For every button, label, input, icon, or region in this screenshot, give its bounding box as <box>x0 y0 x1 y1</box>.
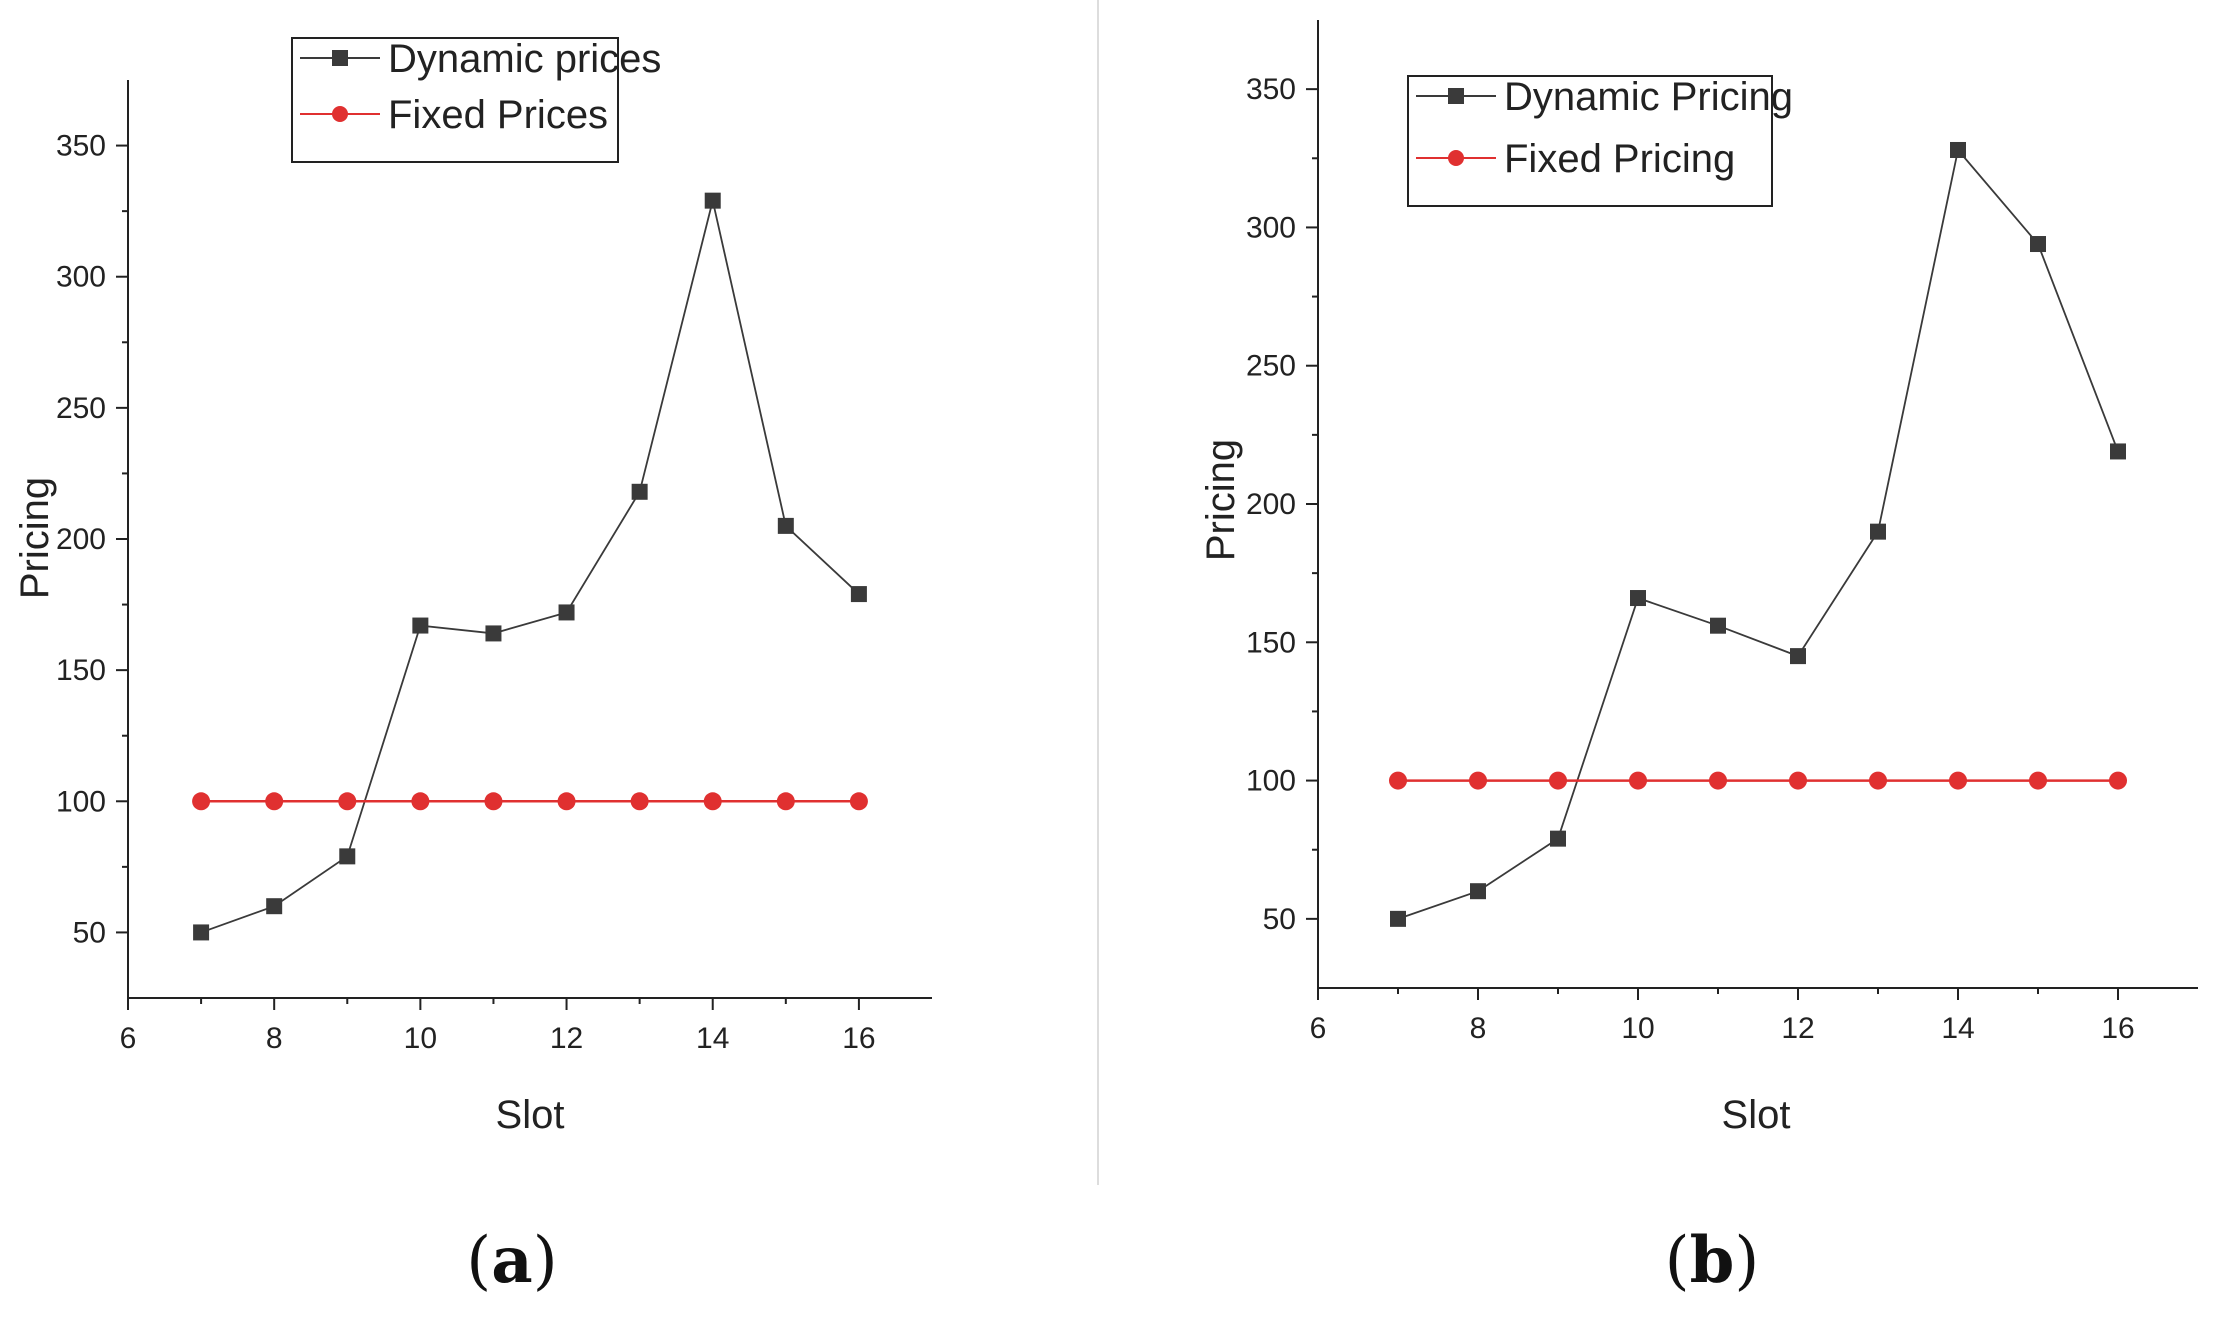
x-axis-title: Slot <box>496 1093 565 1137</box>
data-point-fixed <box>1549 771 1567 790</box>
x-axis-title: Slot <box>1722 1093 1791 1137</box>
panel-label-letter: a <box>491 1223 532 1298</box>
x-tick-label: 12 <box>1781 1012 1814 1045</box>
data-point-fixed <box>557 792 576 811</box>
data-point-dynamic <box>2030 236 2046 253</box>
data-point-dynamic <box>1470 883 1486 900</box>
y-tick-label: 300 <box>56 261 106 294</box>
y-tick-label: 100 <box>1246 765 1296 798</box>
panel-label: (a) <box>466 1223 557 1298</box>
x-tick-label: 16 <box>842 1022 875 1055</box>
y-axis-title: Pricing <box>1199 439 1243 561</box>
x-tick-label: 8 <box>266 1022 283 1055</box>
y-tick-label: 50 <box>73 916 106 949</box>
data-point-dynamic <box>412 617 429 634</box>
data-point-fixed <box>484 792 503 811</box>
data-point-fixed <box>1789 771 1807 790</box>
y-tick-label: 100 <box>56 785 106 818</box>
panel-label-close: ) <box>1734 1224 1759 1298</box>
legend-marker-dynamic <box>332 50 348 66</box>
data-point-fixed <box>2109 771 2127 790</box>
y-tick-label: 250 <box>1246 350 1296 383</box>
legend-label-dynamic: Dynamic prices <box>388 37 661 81</box>
data-point-fixed <box>411 792 430 811</box>
legend-label-fixed: Fixed Prices <box>388 93 608 137</box>
data-point-dynamic <box>2110 443 2126 460</box>
panel-label-open: ( <box>1665 1224 1690 1298</box>
y-tick-label: 300 <box>1246 211 1296 244</box>
data-point-dynamic <box>1710 617 1726 634</box>
y-tick-label: 200 <box>56 523 106 556</box>
y-tick-label: 150 <box>56 654 106 687</box>
legend-marker-fixed <box>1448 150 1464 166</box>
data-point-fixed <box>776 792 795 811</box>
data-point-fixed <box>1389 771 1407 790</box>
legend-label-fixed: Fixed Pricing <box>1504 137 1735 181</box>
x-tick-label: 6 <box>120 1022 137 1055</box>
data-point-dynamic <box>1950 141 1966 158</box>
chart-panel-a: 50 100 150 200 250 300 350 6 8 10 12 14 16 Slot Pricin… <box>13 37 932 1298</box>
data-point-dynamic <box>266 898 283 915</box>
legend-box <box>1407 75 1773 207</box>
data-point-fixed <box>2029 771 2047 790</box>
series-line-dynamic <box>200 200 860 934</box>
x-tick-label: 8 <box>1470 1012 1487 1045</box>
data-point-dynamic <box>850 586 867 603</box>
data-point-dynamic <box>558 604 575 621</box>
x-tick-label: 12 <box>550 1022 583 1055</box>
x-tick-label: 14 <box>696 1022 729 1055</box>
data-point-fixed <box>338 792 357 811</box>
data-point-dynamic <box>1550 830 1566 847</box>
data-point-dynamic <box>1870 523 1886 540</box>
y-tick-label: 350 <box>56 130 106 163</box>
data-point-dynamic <box>193 924 210 941</box>
panel-label-open: ( <box>466 1224 491 1298</box>
panel-label-letter: b <box>1690 1223 1735 1298</box>
data-point-fixed <box>849 792 868 811</box>
y-tick-label: 150 <box>1246 626 1296 659</box>
data-point-fixed <box>1629 771 1647 790</box>
x-tick-label: 14 <box>1941 1012 1974 1045</box>
data-point-dynamic <box>631 483 648 500</box>
legend-marker-fixed <box>332 106 348 122</box>
y-tick-label: 350 <box>1246 73 1296 106</box>
data-point-fixed <box>1869 771 1887 790</box>
x-tick-label: 16 <box>2101 1012 2134 1045</box>
data-point-dynamic <box>704 192 721 209</box>
y-tick-label: 200 <box>1246 488 1296 521</box>
data-point-fixed <box>630 792 649 811</box>
y-tick-label: 50 <box>1263 903 1296 936</box>
data-point-fixed <box>192 792 211 811</box>
x-tick-label: 10 <box>1621 1012 1654 1045</box>
y-axis-title: Pricing <box>13 477 57 599</box>
data-point-dynamic <box>1790 648 1806 665</box>
series-line-dynamic <box>1397 148 2119 920</box>
data-point-fixed <box>265 792 284 811</box>
legend-label-dynamic: Dynamic Pricing <box>1504 75 1793 119</box>
data-point-fixed <box>703 792 722 811</box>
data-point-fixed <box>1709 771 1727 790</box>
y-tick-label: 250 <box>56 392 106 425</box>
x-tick-label: 6 <box>1310 1012 1327 1045</box>
panel-label: (b) <box>1665 1223 1760 1298</box>
data-point-fixed <box>1469 771 1487 790</box>
data-point-fixed <box>1949 771 1967 790</box>
data-point-dynamic <box>485 625 502 642</box>
legend-marker-dynamic <box>1448 88 1464 104</box>
data-point-dynamic <box>1630 590 1646 607</box>
data-point-dynamic <box>339 848 356 865</box>
panel-label-close: ) <box>533 1224 558 1298</box>
chart-panel-b: 50 100 150 200 250 300 350 6 8 10 12 14 16 Slot Pricin… <box>1199 20 2198 1298</box>
data-point-dynamic <box>1390 910 1406 927</box>
data-point-dynamic <box>777 517 794 534</box>
x-tick-label: 10 <box>404 1022 437 1055</box>
